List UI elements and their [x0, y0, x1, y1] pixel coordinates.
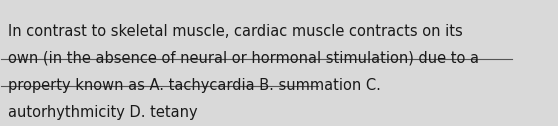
Text: property known as A. tachycardia B. summation C.: property known as A. tachycardia B. summ… [8, 78, 381, 93]
Text: autorhythmicity D. tetany: autorhythmicity D. tetany [8, 105, 198, 120]
Text: In contrast to skeletal muscle, cardiac muscle contracts on its: In contrast to skeletal muscle, cardiac … [8, 24, 463, 39]
Text: own (in the absence of neural or hormonal stimulation) due to a: own (in the absence of neural or hormona… [8, 51, 479, 66]
